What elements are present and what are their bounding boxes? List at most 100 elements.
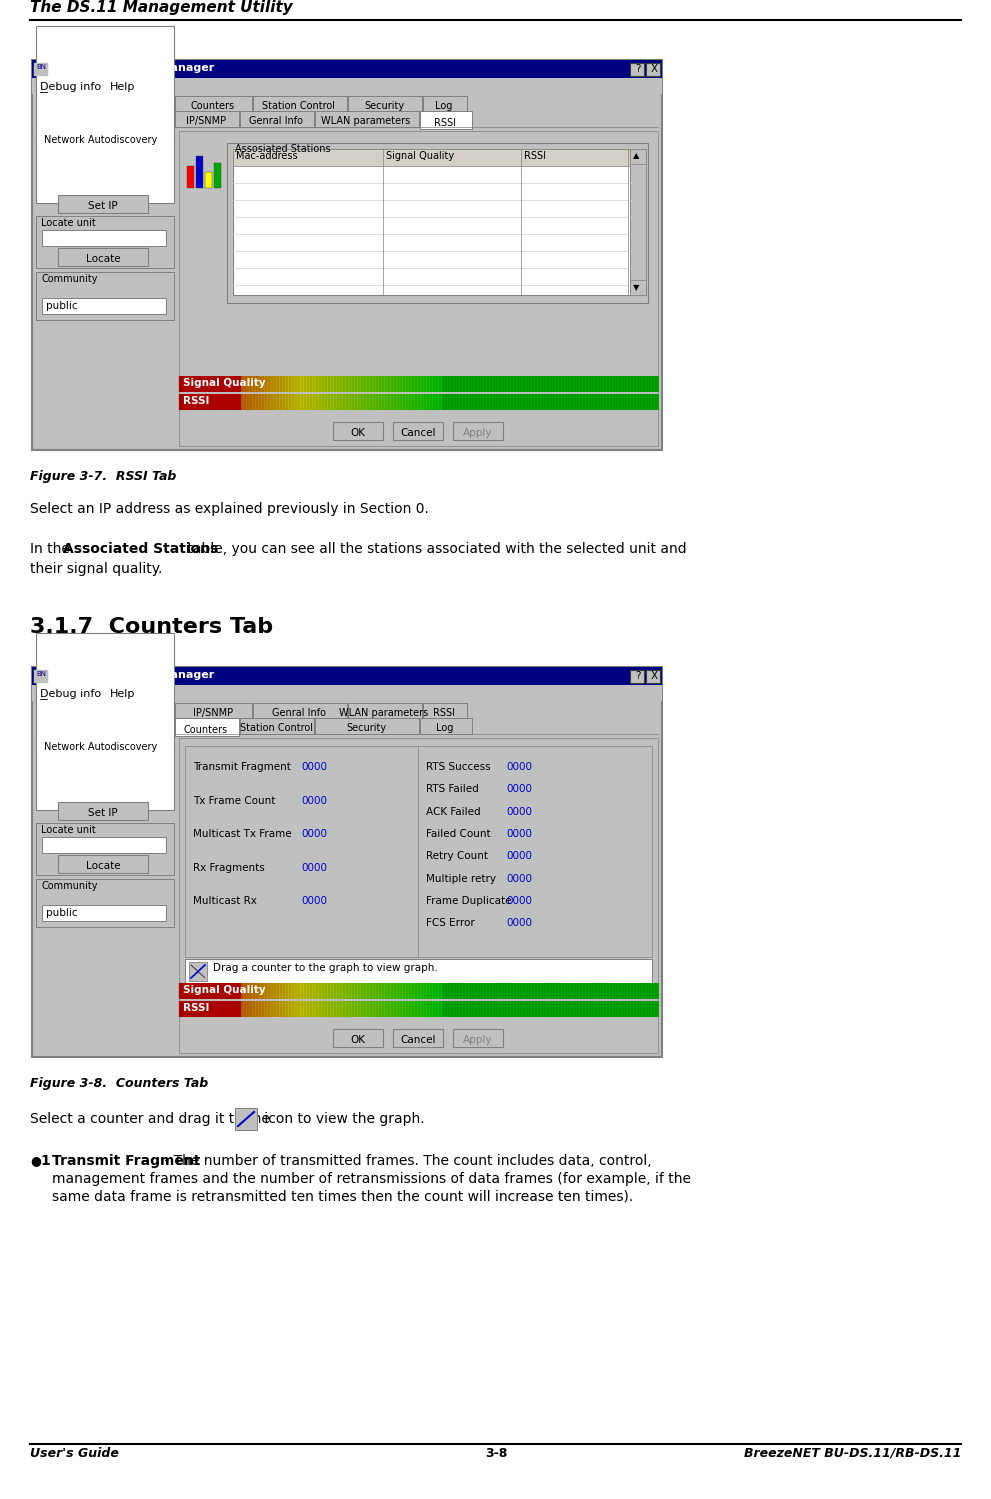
Bar bbox=[595, 394, 600, 411]
Bar bbox=[518, 1001, 523, 1016]
Text: Apply: Apply bbox=[463, 429, 493, 438]
Bar bbox=[302, 1001, 308, 1016]
Bar bbox=[203, 1001, 208, 1016]
Bar bbox=[414, 1001, 419, 1016]
Bar bbox=[394, 394, 399, 411]
Bar bbox=[195, 1001, 200, 1016]
Text: Transmit Fragment: Transmit Fragment bbox=[52, 1154, 200, 1168]
Bar bbox=[566, 376, 571, 393]
Text: RSSI: RSSI bbox=[524, 151, 546, 160]
Bar bbox=[514, 983, 519, 998]
Bar bbox=[530, 394, 535, 411]
Bar bbox=[438, 983, 443, 998]
Bar bbox=[271, 1001, 275, 1016]
Bar bbox=[459, 376, 464, 393]
Bar bbox=[247, 376, 252, 393]
Bar bbox=[355, 1001, 360, 1016]
Bar bbox=[253, 703, 347, 720]
Bar bbox=[255, 394, 260, 411]
Bar bbox=[402, 376, 407, 393]
Bar bbox=[446, 1001, 452, 1016]
Bar bbox=[343, 983, 348, 998]
Bar bbox=[434, 1001, 439, 1016]
Bar bbox=[227, 142, 648, 303]
Bar bbox=[36, 271, 174, 319]
Bar bbox=[179, 983, 241, 998]
Bar bbox=[367, 1001, 372, 1016]
Bar bbox=[610, 1001, 615, 1016]
Bar bbox=[331, 376, 336, 393]
Bar bbox=[282, 376, 287, 393]
Bar bbox=[402, 1001, 407, 1016]
Bar bbox=[253, 96, 347, 112]
Bar bbox=[219, 376, 224, 393]
Bar bbox=[223, 1001, 228, 1016]
Bar bbox=[179, 1001, 241, 1016]
Text: BreezeNet DS.11 Manager: BreezeNet DS.11 Manager bbox=[50, 670, 214, 681]
Bar bbox=[634, 1001, 639, 1016]
Bar bbox=[418, 983, 423, 998]
Bar bbox=[595, 983, 600, 998]
Text: Cancel: Cancel bbox=[400, 1034, 436, 1045]
Bar bbox=[479, 983, 484, 998]
Bar bbox=[630, 670, 644, 684]
Bar bbox=[471, 394, 476, 411]
Bar bbox=[240, 111, 314, 127]
Bar bbox=[235, 394, 240, 411]
Bar bbox=[650, 394, 655, 411]
Bar bbox=[319, 394, 324, 411]
Bar bbox=[630, 280, 646, 295]
Bar bbox=[375, 394, 380, 411]
Bar bbox=[463, 376, 468, 393]
Bar bbox=[339, 376, 344, 393]
Bar bbox=[455, 1001, 460, 1016]
Bar bbox=[298, 394, 304, 411]
Bar bbox=[420, 718, 472, 735]
Bar bbox=[398, 394, 403, 411]
Text: IP/SNMP: IP/SNMP bbox=[193, 708, 233, 718]
Bar bbox=[414, 376, 419, 393]
Bar bbox=[207, 1001, 212, 1016]
Bar bbox=[642, 983, 647, 998]
Bar bbox=[453, 1028, 503, 1046]
Bar bbox=[506, 376, 511, 393]
Bar bbox=[475, 1001, 480, 1016]
Bar bbox=[451, 376, 456, 393]
Bar bbox=[286, 376, 291, 393]
Bar bbox=[231, 1001, 236, 1016]
Text: 0000: 0000 bbox=[301, 829, 327, 839]
Bar bbox=[534, 376, 539, 393]
Bar bbox=[630, 1001, 635, 1016]
Bar bbox=[367, 983, 372, 998]
Bar bbox=[302, 394, 308, 411]
Bar bbox=[179, 130, 658, 447]
Bar bbox=[459, 1001, 464, 1016]
Text: Multicast Rx: Multicast Rx bbox=[193, 896, 257, 905]
Bar bbox=[235, 983, 240, 998]
Bar bbox=[538, 1001, 543, 1016]
Bar bbox=[426, 983, 431, 998]
Bar bbox=[422, 1001, 427, 1016]
Bar bbox=[550, 394, 555, 411]
Bar bbox=[418, 394, 423, 411]
Bar bbox=[42, 836, 166, 853]
Text: X: X bbox=[651, 64, 658, 73]
Bar bbox=[36, 736, 174, 754]
Text: 3.1.7  Counters Tab: 3.1.7 Counters Tab bbox=[30, 618, 274, 637]
Bar bbox=[371, 983, 376, 998]
Bar bbox=[595, 1001, 600, 1016]
Bar bbox=[502, 1001, 507, 1016]
Bar bbox=[426, 1001, 431, 1016]
Bar bbox=[483, 376, 488, 393]
Bar bbox=[455, 983, 460, 998]
Bar bbox=[36, 25, 174, 202]
Bar bbox=[614, 376, 619, 393]
Bar bbox=[319, 1001, 324, 1016]
Bar bbox=[294, 394, 299, 411]
Bar bbox=[191, 983, 196, 998]
Bar bbox=[183, 983, 188, 998]
Bar bbox=[379, 983, 384, 998]
Bar bbox=[550, 376, 555, 393]
Text: Associated Stations: Associated Stations bbox=[63, 543, 218, 556]
Bar bbox=[487, 1001, 492, 1016]
